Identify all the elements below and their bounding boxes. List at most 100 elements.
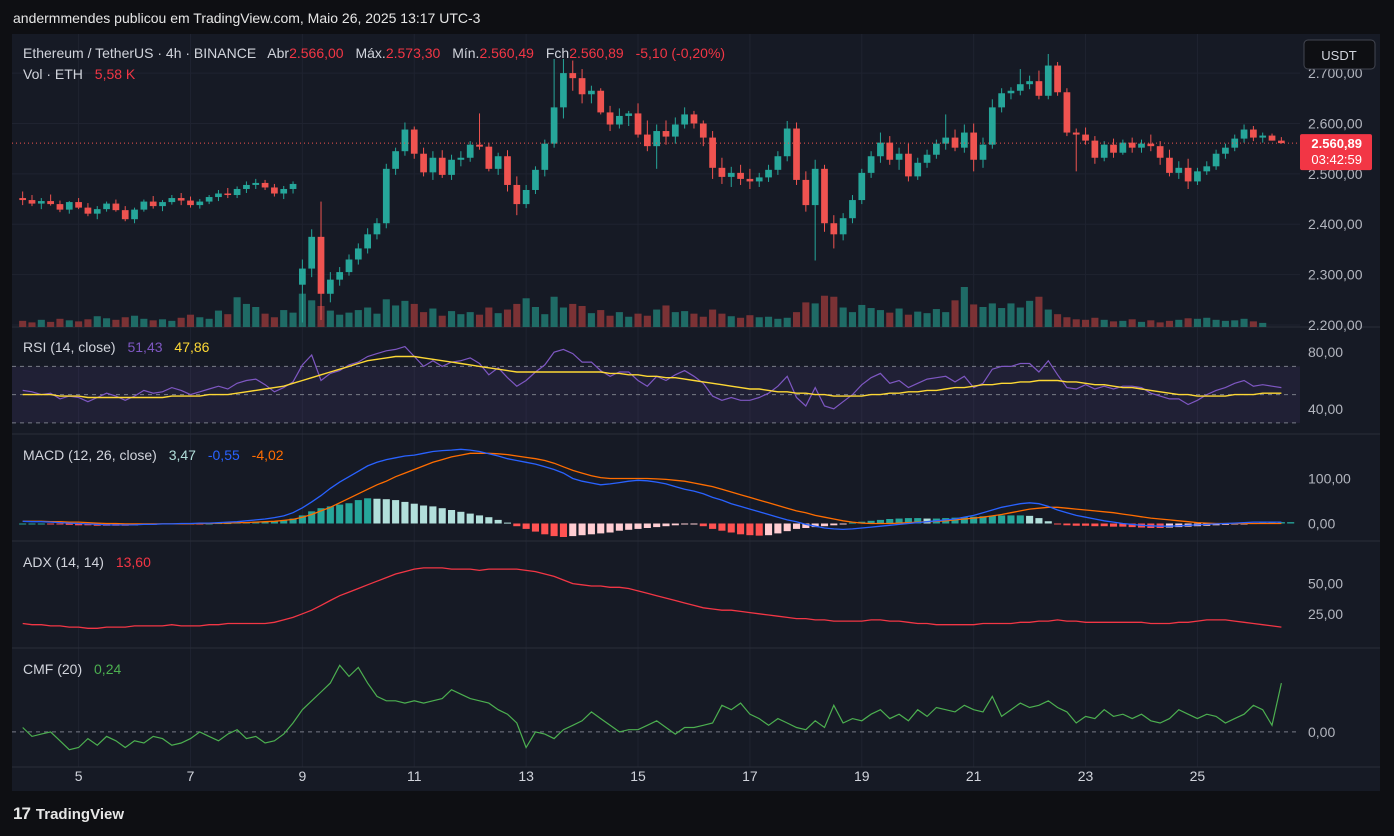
volume-bar <box>765 316 773 327</box>
volume-bar <box>186 314 195 327</box>
rsi-pane[interactable] <box>12 345 1300 424</box>
volume-bar <box>121 317 129 327</box>
candle-body <box>839 218 847 235</box>
time-tick-label: 13 <box>518 768 534 784</box>
macd-histogram-bar <box>895 518 903 524</box>
macd-histogram-bar <box>541 523 549 535</box>
macd-histogram-bar <box>326 506 334 524</box>
macd-tick-label: 100,00 <box>1308 471 1351 487</box>
volume-bar <box>1240 318 1248 327</box>
candle-body <box>783 128 791 157</box>
volume-bar <box>737 317 745 327</box>
macd-histogram-bar <box>19 523 27 525</box>
candle-body <box>541 143 549 170</box>
volume-bar <box>839 307 847 327</box>
volume-bar <box>802 302 810 327</box>
candle-body <box>429 157 437 173</box>
candlesticks[interactable] <box>12 53 1300 323</box>
candle-body <box>19 198 27 201</box>
macd-histogram-bar <box>587 523 595 535</box>
macd-histogram-bar <box>615 523 623 531</box>
adx-legend[interactable]: ADX (14, 14) 13,60 <box>23 554 151 570</box>
macd-histogram-bar <box>876 519 884 524</box>
currency-button[interactable]: USDT <box>1303 39 1376 70</box>
candle-body <box>513 184 521 205</box>
currency-label[interactable]: USDT <box>1321 48 1356 63</box>
candle-body <box>998 93 1006 108</box>
macd-histogram-bar <box>1268 522 1276 524</box>
candle-body <box>774 156 782 170</box>
candle-body <box>504 156 511 185</box>
tradingview-logo-icon: 17 <box>13 804 31 823</box>
volume-bar <box>345 312 353 327</box>
tradingview-brand[interactable]: 17 TradingView <box>13 804 124 824</box>
candle-body <box>1184 167 1192 182</box>
price-tick-label: 2.300,00 <box>1308 267 1363 283</box>
macd-histogram-bar <box>998 515 1006 524</box>
symbol-title[interactable]: Ethereum / TetherUS · 4h · BINANCE Abr2.… <box>23 45 725 61</box>
macd-histogram-bar <box>1026 515 1034 524</box>
time-tick-label: 15 <box>630 768 646 784</box>
macd-histogram-bar <box>578 523 586 536</box>
macd-histogram-bar <box>37 523 45 525</box>
volume-bar <box>75 321 83 327</box>
macd-histogram-bar <box>709 523 717 529</box>
macd-pane[interactable] <box>19 448 1295 537</box>
candle-body <box>532 169 539 190</box>
candle-body <box>159 202 166 207</box>
volume-bar <box>858 304 866 327</box>
candle-body <box>121 210 129 220</box>
candle-body <box>438 157 446 175</box>
cmf-pane[interactable] <box>12 664 1300 751</box>
macd-histogram-bar <box>569 523 577 537</box>
candle-body <box>56 204 64 210</box>
volume-bar <box>727 316 735 327</box>
volume-bar <box>1156 322 1164 327</box>
volume-bar <box>755 317 763 327</box>
rsi-line <box>22 345 1282 410</box>
macd-histogram-bar <box>270 521 278 524</box>
macd-histogram-bar <box>559 523 567 537</box>
candle-body <box>942 137 950 144</box>
candle-body <box>1128 142 1136 148</box>
candle-body <box>243 184 250 189</box>
volume-bar <box>1016 307 1024 327</box>
candle-body <box>401 129 409 152</box>
time-tick-label: 7 <box>187 768 195 784</box>
adx-pane[interactable] <box>22 567 1282 629</box>
chart-canvas[interactable]: 2.700,002.600,002.500,002.400,002.300,00… <box>12 34 1380 791</box>
macd-histogram-bar <box>308 511 316 524</box>
candle-body <box>196 201 204 206</box>
rsi-legend[interactable]: RSI (14, close) 51,43 47,86 <box>23 339 210 355</box>
volume-bar <box>168 320 176 327</box>
time-tick-label: 25 <box>1190 768 1206 784</box>
chart-frame[interactable]: 2.700,00 2.600,00 2.500,00 2.400,00 2.300,00… <box>12 34 1380 791</box>
macd-histogram-bar <box>28 523 36 525</box>
volume-legend[interactable]: Vol · ETH 5,58 K <box>23 66 136 82</box>
macd-line <box>22 448 1282 531</box>
candle-body <box>1044 65 1052 96</box>
macd-histogram-bar <box>662 523 670 527</box>
volume-bar <box>848 312 857 327</box>
candle-body <box>988 107 996 145</box>
adx-tick-label: 50,00 <box>1308 576 1343 592</box>
candle-body <box>727 172 735 177</box>
macd-histogram-bar <box>1082 523 1090 526</box>
price-tick-label: 2.600,00 <box>1308 115 1363 131</box>
macd-histogram-bar <box>848 522 857 524</box>
time-tick-label: 21 <box>966 768 982 784</box>
macd-histogram-bar <box>438 508 446 524</box>
macd-histogram-bar <box>1091 523 1099 527</box>
volume-bar <box>1137 321 1146 327</box>
candle-body <box>177 198 185 201</box>
volume-bar <box>1184 318 1192 327</box>
candle-body <box>1166 157 1173 173</box>
macd-histogram-bar <box>606 523 614 533</box>
cmf-legend[interactable]: CMF (20) 0,24 <box>23 661 121 677</box>
macd-legend[interactable]: MACD (12, 26, close) 3,47 -0,55 -4,02 <box>23 447 284 463</box>
candle-body <box>280 188 288 194</box>
time-axis[interactable]: 5 7 9 11 13 15 17 19 21 23 25 <box>75 768 1206 784</box>
volume-bar <box>177 317 185 327</box>
macd-histogram-bar <box>354 500 362 524</box>
candle-body <box>28 200 36 204</box>
